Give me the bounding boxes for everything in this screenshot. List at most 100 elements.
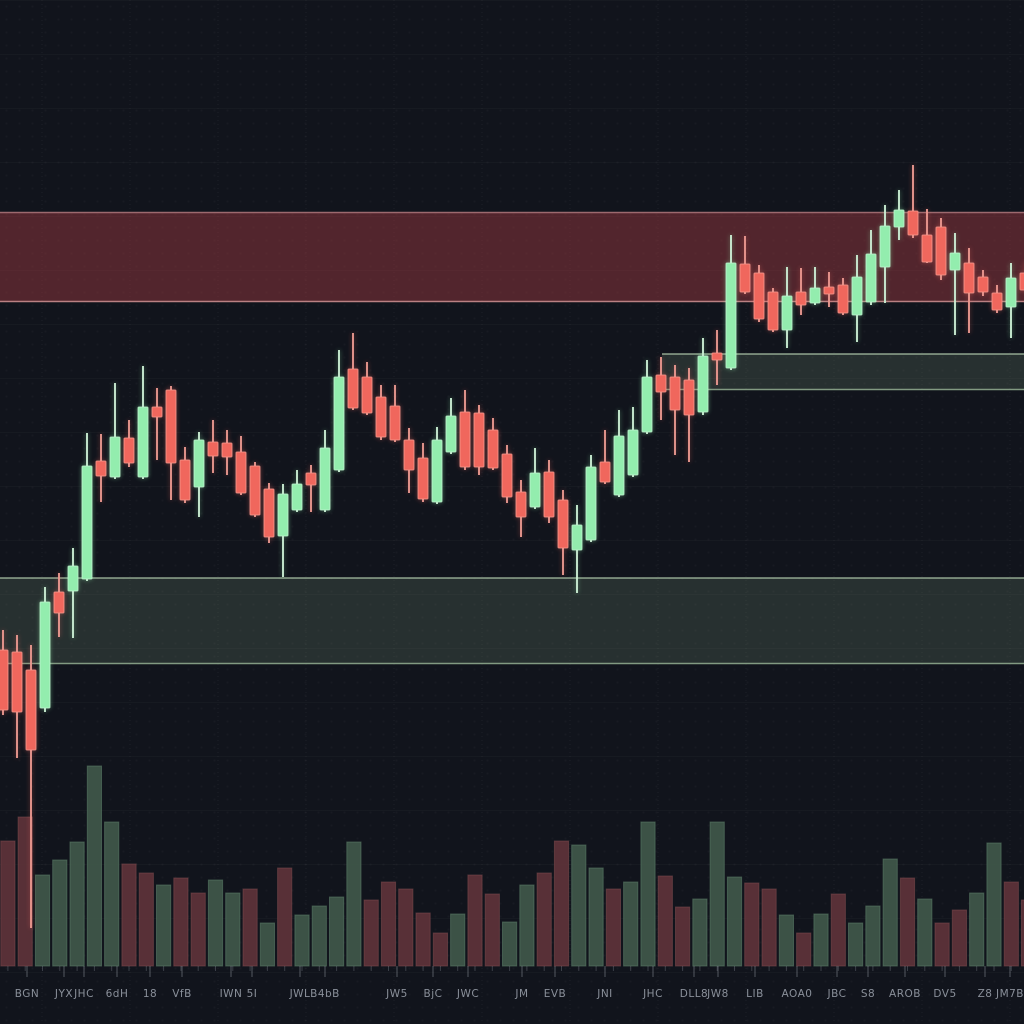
candle-bearish	[921, 209, 933, 263]
time-axis-label: BGN	[15, 988, 40, 1000]
time-axis-label: IWN	[220, 988, 243, 1000]
volume-bar-up	[156, 884, 172, 967]
candle-body	[179, 459, 191, 501]
candle-body	[81, 465, 93, 580]
time-axis-label: JHC	[73, 988, 94, 1000]
candle-body	[151, 406, 163, 418]
candle-bearish	[823, 272, 835, 307]
candle-body	[977, 276, 989, 293]
candle-body	[193, 439, 205, 488]
grid-lines	[41, 0, 1011, 1024]
candle-bullish	[333, 350, 345, 472]
candle-body	[767, 291, 779, 331]
candle-bullish	[949, 233, 961, 335]
candle-body	[753, 272, 765, 320]
volume-bar-down	[536, 872, 552, 967]
candle-bullish	[291, 470, 303, 512]
volume-bar-up	[519, 884, 535, 967]
candle-bearish	[935, 218, 947, 280]
time-axis-label: S8	[861, 988, 875, 1000]
candles-layer	[0, 165, 1024, 928]
candle-bearish	[221, 430, 233, 475]
candle-bearish	[683, 368, 695, 462]
volume-bar-down	[173, 877, 189, 967]
candle-bearish	[263, 483, 275, 543]
volume-bar-down	[121, 863, 137, 967]
time-axis-label: JW5	[385, 988, 408, 1000]
candle-body	[249, 465, 261, 516]
candle-body	[543, 471, 555, 518]
candle-bullish	[1005, 263, 1017, 338]
candle-bearish	[151, 388, 163, 460]
time-axis-label: B4bB	[310, 988, 340, 1000]
candle-bullish	[529, 448, 541, 509]
support-zone-upper	[662, 353, 1024, 391]
volume-bar-up	[813, 913, 829, 967]
candle-body	[851, 276, 863, 316]
candle-bullish	[39, 587, 51, 712]
candle-body	[347, 368, 359, 409]
candle-bullish	[697, 338, 709, 415]
candle-body	[1005, 277, 1017, 308]
volume-bar-up	[104, 821, 120, 967]
time-axis-label: DLL8	[680, 988, 708, 1000]
candle-body	[641, 376, 653, 433]
candle-body	[1019, 272, 1024, 291]
candle-body	[431, 439, 443, 503]
time-axis: BGN JYX JHC 6dH 18 VfB IWN 5I JWL B4bB JW5 BjC JWC JM…	[7, 966, 1024, 1000]
volume-bar-down	[605, 888, 621, 967]
volume-bar-down	[744, 882, 760, 967]
candle-bearish	[403, 428, 415, 493]
candle-body	[529, 472, 541, 508]
time-axis-label: BjC	[424, 988, 443, 1000]
candle-body	[501, 453, 513, 498]
time-axis-label: JNI	[596, 988, 613, 1000]
volume-bar-up	[865, 905, 881, 967]
time-axis-label: JWL	[289, 988, 311, 1000]
volume-pane	[0, 765, 1024, 967]
candle-body	[53, 591, 65, 614]
volume-bar-up	[969, 892, 985, 967]
candle-body	[599, 461, 611, 483]
candle-body	[907, 210, 919, 236]
candle-body	[683, 379, 695, 416]
candle-body	[781, 295, 793, 331]
candle-bullish	[879, 205, 891, 303]
candle-body	[67, 565, 79, 592]
volume-bar-up	[311, 905, 327, 967]
volume-bar-up	[450, 913, 466, 967]
volume-bar-up	[225, 892, 241, 967]
volume-bar-down	[1021, 899, 1024, 967]
candle-bullish	[193, 432, 205, 517]
candle-body	[109, 436, 121, 478]
candle-bullish	[809, 267, 821, 305]
candle-body	[221, 442, 233, 458]
candle-bearish	[753, 265, 765, 322]
candle-bearish	[389, 385, 401, 442]
candle-bearish	[0, 630, 9, 715]
volume-bar-up	[588, 867, 604, 967]
candle-bullish	[851, 255, 863, 342]
candle-bearish	[53, 573, 65, 637]
candle-bearish	[557, 490, 569, 575]
candle-bearish	[375, 385, 387, 440]
support-zone-upper-fill	[662, 354, 1024, 390]
volume-bar-down	[242, 888, 258, 967]
candle-bearish	[501, 445, 513, 503]
time-axis-label: JBC	[827, 988, 847, 1000]
candle-body	[893, 209, 905, 228]
candle-bullish	[67, 548, 79, 638]
candle-body	[865, 253, 877, 303]
candle-bearish	[25, 645, 37, 928]
candle-bullish	[137, 366, 149, 479]
candle-bearish	[207, 420, 219, 473]
support-zone-lower-fill	[0, 578, 1024, 664]
time-axis-label: JHC	[642, 988, 663, 1000]
candle-bearish	[711, 330, 723, 385]
volume-bar-up	[207, 879, 224, 967]
candle-bullish	[613, 410, 625, 497]
candle-body	[697, 355, 709, 413]
candle-body	[291, 483, 303, 511]
